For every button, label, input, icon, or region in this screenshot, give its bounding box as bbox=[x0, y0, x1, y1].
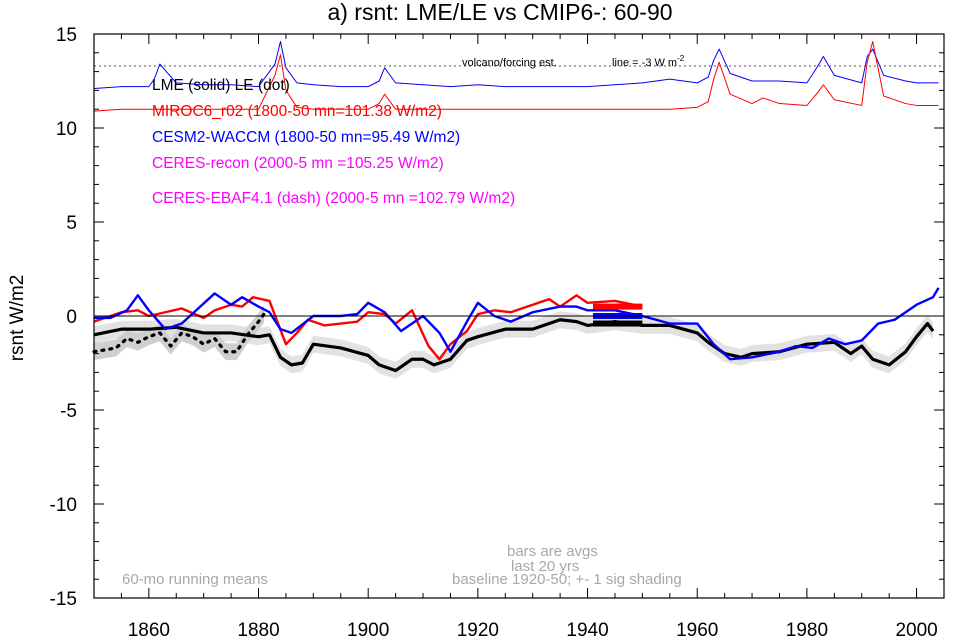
series-line-5 bbox=[93, 41, 939, 112]
x-tick-label: 1920 bbox=[457, 620, 499, 641]
annotation-last-20-yrs: last 20 yrs bbox=[511, 558, 579, 575]
annotation-bars-avgs: bars are avgs bbox=[507, 543, 598, 560]
x-tick-label: 2000 bbox=[895, 620, 937, 641]
y-tick-label: 10 bbox=[56, 119, 77, 140]
y-tick-label: 15 bbox=[56, 25, 77, 46]
x-tick-label: 1960 bbox=[676, 620, 718, 641]
average-bars bbox=[593, 303, 643, 327]
series-line-0 bbox=[93, 318, 935, 373]
y-axis-label: rsnt W/m2 bbox=[7, 275, 28, 362]
series-line-1 bbox=[92, 312, 266, 354]
annotation-running-means: 60-mo running means bbox=[122, 571, 268, 588]
chart-title: a) rsnt: LME/LE vs CMIP6-: 60-90 bbox=[327, 0, 672, 25]
annotation-line-value: line = -3 W m-2 bbox=[612, 54, 685, 69]
legend-entry: CERES-EBAF4.1 (dash) (2000-5 mn =102.79 … bbox=[152, 190, 515, 207]
legend-entry: CESM2-WACCM (1800-50 mn=95.49 W/m2) bbox=[152, 129, 460, 146]
x-tick-label: 1940 bbox=[566, 620, 608, 641]
x-tick-label: 1860 bbox=[128, 620, 170, 641]
x-tick-label: 1880 bbox=[237, 620, 279, 641]
legend-entry: CERES-recon (2000-5 mn =105.25 W/m2) bbox=[152, 155, 444, 172]
y-tick-label: 0 bbox=[66, 307, 77, 328]
series-layer bbox=[92, 41, 940, 373]
sigma-shading bbox=[94, 305, 934, 379]
x-tick-label: 1900 bbox=[347, 620, 389, 641]
legend-entry: LME (solid) LE (dot) bbox=[152, 77, 290, 94]
legend: LME (solid) LE (dot) MIROC6_r02 (1800-50 … bbox=[152, 77, 515, 207]
axis-ticks bbox=[93, 33, 945, 599]
annotation-line-label: line = -3 W m bbox=[612, 57, 677, 69]
x-axis-tick-labels: 1860 1880 1900 1920 1940 1960 1980 2000 bbox=[128, 620, 938, 641]
legend-entry: MIROC6_r02 (1800-50 mn=101.38 W/m2) bbox=[152, 103, 442, 120]
series-line-4 bbox=[93, 41, 939, 90]
annotation-line-superscript: -2 bbox=[677, 54, 685, 63]
y-tick-label: 5 bbox=[66, 213, 77, 234]
average-bar-0 bbox=[593, 303, 643, 310]
average-bar-2 bbox=[593, 320, 643, 327]
annotation-baseline: baseline 1920-50; +- 1 sig shading bbox=[452, 571, 682, 588]
x-tick-label: 1980 bbox=[786, 620, 828, 641]
series-line-3 bbox=[94, 287, 940, 361]
y-tick-label: -5 bbox=[60, 401, 77, 422]
y-tick-label: -15 bbox=[50, 589, 77, 610]
y-tick-label: -10 bbox=[50, 495, 77, 516]
y-axis-tick-labels: 15 10 5 0 -5 -10 -15 bbox=[50, 25, 77, 610]
annotation-volcano: volcano/forcing est. bbox=[462, 57, 557, 69]
